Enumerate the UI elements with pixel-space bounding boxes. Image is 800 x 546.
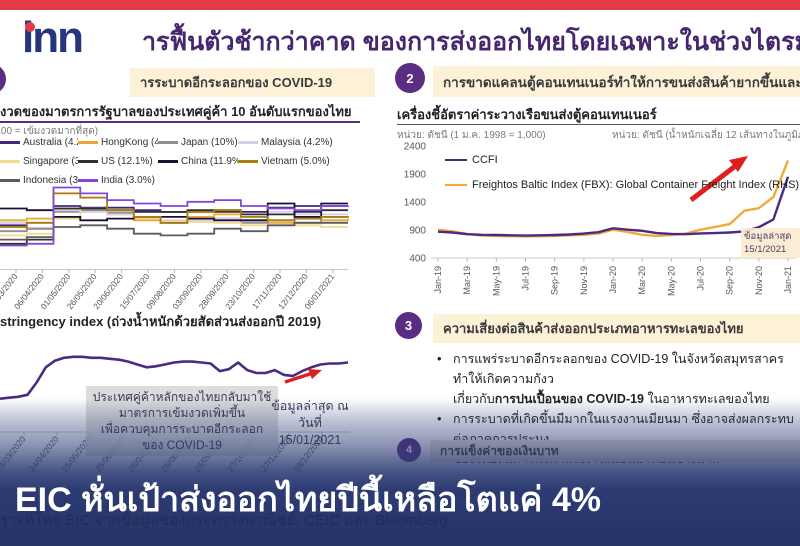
svg-text:Jan-20: Jan-20 [608, 266, 618, 294]
legend-swatch [0, 141, 20, 144]
legend-item: US (12.1%) [78, 152, 158, 171]
legend-swatch [78, 179, 98, 182]
trend-up-arrow-icon [689, 156, 748, 202]
legend-swatch [0, 160, 20, 163]
page-title: ารฟื้นตัวช้ากว่าคาด ของการส่งออกไทยโดยเฉ… [142, 28, 800, 56]
svg-text:Jul-20: Jul-20 [696, 266, 706, 291]
freight-chart-title: เครื่องชี้อัตราค่าระวางเรือขนส่งตู้คอนเท… [397, 107, 657, 122]
legend-item: Malaysia (4.2%) [238, 133, 348, 152]
stringency-unit-note: (100 = เข้มงวดมากที่สุด) [0, 126, 99, 137]
right-data-note: ข้อมูลล่าสุด 15/1/2021 [741, 228, 800, 258]
stringency-legend: Australia (4.2%) HongKong (4.8%) Japan (… [0, 133, 352, 190]
freight-unit-left: หน่วย: ดัชนี (1 ม.ค. 1998 = 1,000) [397, 130, 546, 141]
bullet1-line1: การแพร่ระบาดอีกระลอกของ COVID-19 ในจังหว… [453, 352, 784, 386]
legend-label: Freightos Baltic Index (FBX): Global Con… [472, 179, 800, 191]
legend-item: Australia (4.2%) [0, 133, 78, 152]
data-note-date: 15/1/2021 [744, 244, 787, 255]
svg-text:400: 400 [409, 254, 426, 265]
legend-swatch [238, 160, 258, 163]
source-credit: ราะห์โดย EIC จากข้อมูลของกระทรวงพาณิชย์,… [0, 512, 448, 529]
item3-number-badge: 3 [395, 312, 422, 339]
inn-logo: inn [22, 16, 132, 64]
item2-section-header: การขาดแคลนตู้คอนเทนเนอร์ทำให้การขนส่งสิน… [433, 66, 800, 97]
legend-item: India (3.0%) [78, 171, 158, 190]
legend-item-fbx: Freightos Baltic Index (FBX): Global Con… [445, 179, 799, 191]
svg-text:1400: 1400 [404, 198, 427, 209]
legend-swatch [78, 160, 98, 163]
legend-item: Indonesia (3.7%) [0, 171, 78, 190]
freight-title-divider [397, 124, 800, 125]
legend-swatch [0, 179, 20, 182]
svg-text:Mar-20: Mar-20 [637, 266, 647, 295]
svg-text:Nov-19: Nov-19 [579, 266, 589, 295]
svg-text:Jan-21: Jan-21 [783, 266, 793, 294]
svg-text:Jan-19: Jan-19 [433, 266, 443, 294]
data-note-text: ข้อมูลล่าสุด [744, 231, 792, 242]
legend-swatch [445, 158, 467, 162]
legend-label: CCFI [472, 154, 498, 166]
title-underline [0, 121, 360, 123]
legend-item: China (11.9%) [158, 152, 238, 171]
item3-section-header: ความเสี่ยงต่อสินค้าส่งออกประเภทอาหารทะเล… [433, 314, 800, 343]
news-headline: EIC หั่นเป้าส่งออกไทยปีนี้เหลือโตแค่ 4% [15, 481, 601, 519]
inn-logo-text: inn [22, 13, 84, 62]
bullet-icon: • [437, 351, 442, 366]
legend-item-ccfi: CCFI [445, 154, 498, 166]
freight-rates-chart: Jan-21 Nov-20 Sep-20 Jul-20 May-20 Mar-20 Jan-… [404, 142, 795, 296]
svg-text:Mar-19: Mar-19 [462, 266, 472, 295]
freight-unit-right: หน่วย: ดัชนี (น้ำหนักเฉลี่ย 12 เส้นทางใน… [612, 130, 800, 141]
svg-text:Nov-20: Nov-20 [754, 266, 764, 295]
legend-swatch [238, 141, 258, 144]
item1-section-header: ารระบาดอีกระลอกของ COVID-19 [130, 68, 375, 97]
legend-swatch [78, 141, 98, 144]
legend-item: Vietnam (5.0%) [238, 152, 348, 171]
logo-red-dot-icon [25, 22, 35, 32]
stringency-step-chart: 06/01/202112/12/202017/11/202023/10/2020… [0, 186, 349, 311]
legend-item: Singapore (3.6%) [0, 152, 78, 171]
stringency-chart-title: งวดของมาตรการรัฐบาลของประเทศคู่ค้า 10 อั… [0, 104, 352, 119]
legend-item: HongKong (4.8%) [78, 133, 158, 152]
stringency-axis-label: stringency index (ถ่วงน้ำหนักด้วยสัดส่วน… [0, 314, 322, 329]
legend-swatch [158, 160, 178, 163]
trend-up-arrow-icon [284, 369, 322, 384]
item2-number-badge: 2 [395, 63, 425, 93]
svg-text:2400: 2400 [404, 142, 427, 153]
legend-swatch [445, 183, 467, 187]
svg-text:1900: 1900 [404, 170, 427, 181]
svg-text:Sep-19: Sep-19 [550, 266, 560, 295]
svg-text:Sep-20: Sep-20 [725, 266, 735, 295]
legend-swatch [158, 141, 178, 144]
svg-text:May-19: May-19 [491, 266, 501, 296]
svg-text:Jul-19: Jul-19 [521, 266, 531, 291]
legend-item: Japan (10%) [158, 133, 238, 152]
svg-text:May-20: May-20 [666, 266, 676, 296]
item1-number-badge-clipped [0, 64, 6, 94]
bottom-gradient-overlay [0, 398, 800, 546]
top-red-bar [0, 0, 800, 10]
svg-text:900: 900 [409, 226, 426, 237]
